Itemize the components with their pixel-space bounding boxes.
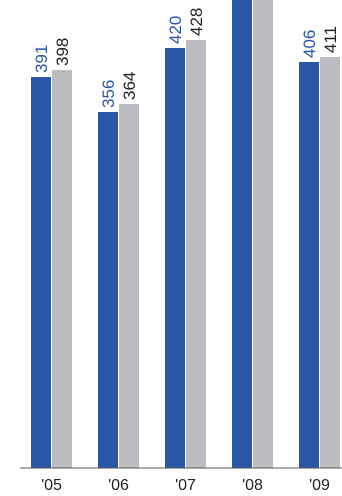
bar-4-series-1 xyxy=(320,57,340,468)
value-label-1-series-0: 356 xyxy=(99,80,118,108)
value-label-2-series-1: 428 xyxy=(187,8,206,36)
bars-layer xyxy=(31,0,340,468)
bar-1-series-1 xyxy=(119,104,139,468)
value-label-0-series-0: 391 xyxy=(32,45,51,73)
value-label-4-series-0: 406 xyxy=(300,30,319,58)
value-labels-layer: 391 398 356 364 420 428 406 411 xyxy=(32,8,340,108)
x-tick-label-3: '08 xyxy=(242,477,263,494)
x-tick-label-0: '05 xyxy=(41,477,62,494)
value-label-1-series-1: 364 xyxy=(120,72,139,100)
value-label-4-series-1: 411 xyxy=(321,26,340,53)
x-axis-ticks: '05 '06 '07 '08 '09 xyxy=(41,477,330,494)
x-tick-label-4: '09 xyxy=(309,477,330,494)
bar-3-series-0 xyxy=(232,0,252,468)
bar-4-series-0 xyxy=(299,62,319,468)
bar-0-series-1 xyxy=(52,70,72,468)
bar-2-series-1 xyxy=(186,40,206,468)
x-tick-label-1: '06 xyxy=(108,477,129,494)
bar-0-series-0 xyxy=(31,77,51,468)
bar-3-series-1 xyxy=(253,0,273,468)
value-label-2-series-0: 420 xyxy=(166,16,185,44)
x-tick-label-2: '07 xyxy=(175,477,196,494)
bar-1-series-0 xyxy=(98,112,118,468)
bar-2-series-0 xyxy=(165,48,185,468)
value-label-0-series-1: 398 xyxy=(53,38,72,66)
